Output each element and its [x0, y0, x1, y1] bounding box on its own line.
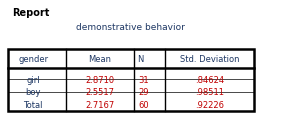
Text: 31: 31 — [139, 75, 149, 84]
Text: Total: Total — [23, 100, 43, 109]
Text: gender: gender — [18, 55, 48, 64]
Text: N: N — [137, 55, 144, 64]
Text: 60: 60 — [139, 100, 149, 109]
Bar — [8, 50, 254, 111]
Text: demonstrative behavior: demonstrative behavior — [76, 23, 185, 32]
Text: 29: 29 — [139, 88, 149, 97]
Text: Std. Deviation: Std. Deviation — [180, 55, 239, 64]
Text: .92226: .92226 — [195, 100, 224, 109]
Text: .98511: .98511 — [195, 88, 224, 97]
Text: Report: Report — [12, 8, 50, 18]
Text: girl: girl — [26, 75, 40, 84]
Text: Mean: Mean — [89, 55, 111, 64]
Text: 2.5517: 2.5517 — [86, 88, 115, 97]
Text: 2.7167: 2.7167 — [86, 100, 115, 109]
Text: 2.8710: 2.8710 — [86, 75, 115, 84]
Text: .84624: .84624 — [195, 75, 224, 84]
Text: boy: boy — [26, 88, 41, 97]
